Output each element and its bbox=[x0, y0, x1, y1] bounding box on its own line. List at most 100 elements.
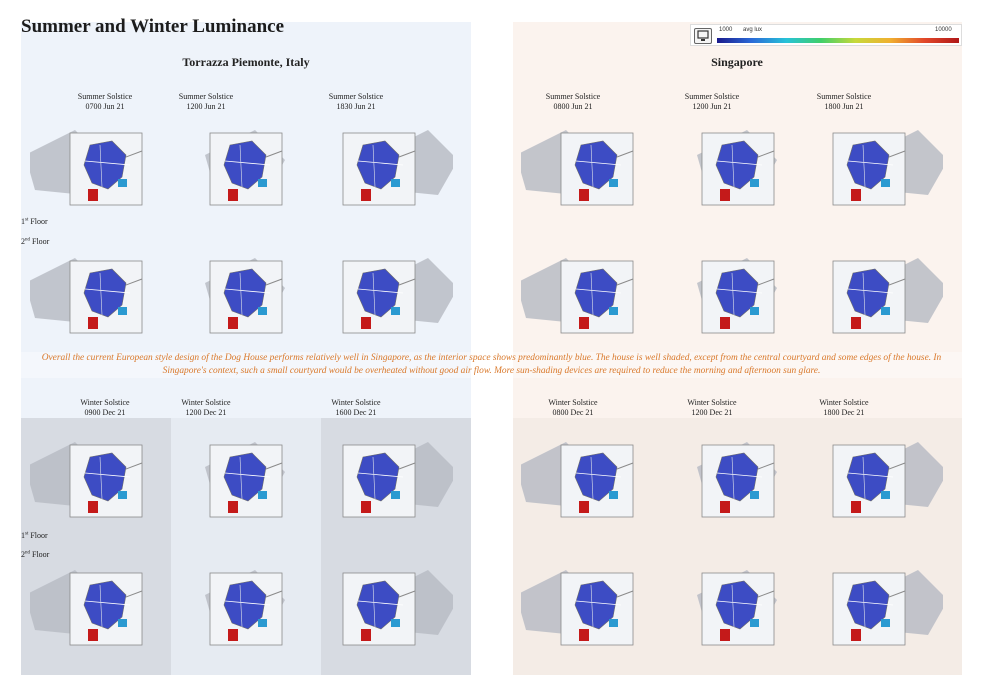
hot-patch bbox=[228, 501, 238, 513]
luminance-plan bbox=[30, 130, 143, 206]
warm-patch bbox=[118, 307, 127, 315]
floor-label-2: 2nd Floor bbox=[21, 550, 50, 559]
hot-patch bbox=[88, 629, 98, 641]
hot-patch bbox=[851, 317, 861, 329]
caption-time: 1830 Jun 21 bbox=[336, 102, 376, 111]
plan-interior bbox=[715, 140, 759, 190]
hot-patch bbox=[228, 629, 238, 641]
plan-interior bbox=[223, 580, 267, 630]
hot-patch bbox=[88, 317, 98, 329]
luminance-plan bbox=[697, 258, 777, 334]
plan-interior bbox=[574, 268, 618, 318]
plan-interior bbox=[846, 140, 890, 190]
plan-caption: Summer Solstice 1200 Jun 21 bbox=[146, 92, 266, 112]
plan-interior bbox=[356, 452, 400, 502]
hot-patch bbox=[361, 629, 371, 641]
plan-interior bbox=[715, 452, 759, 502]
caption-time: 1600 Dec 21 bbox=[335, 408, 377, 417]
hot-patch bbox=[851, 501, 861, 513]
plan-interior bbox=[574, 140, 618, 190]
plan-caption: Winter Solstice 1200 Dec 21 bbox=[146, 398, 266, 418]
warm-patch bbox=[118, 491, 127, 499]
plan-caption: Summer Solstice 1830 Jun 21 bbox=[296, 92, 416, 112]
luminance-plan bbox=[30, 442, 143, 518]
plan-interior bbox=[223, 140, 267, 190]
warm-patch bbox=[258, 179, 267, 187]
hot-patch bbox=[720, 501, 730, 513]
luminance-plan bbox=[832, 570, 943, 646]
plan-interior bbox=[846, 580, 890, 630]
plan-interior bbox=[715, 268, 759, 318]
caption-time: 1800 Dec 21 bbox=[823, 408, 865, 417]
warm-patch bbox=[118, 619, 127, 627]
warm-patch bbox=[881, 491, 890, 499]
luminance-plan bbox=[342, 130, 453, 206]
plan-interior bbox=[846, 452, 890, 502]
hot-patch bbox=[228, 317, 238, 329]
plan-caption: Winter Solstice 0800 Dec 21 bbox=[513, 398, 633, 418]
caption-season: Summer Solstice bbox=[816, 92, 872, 101]
warm-patch bbox=[609, 307, 618, 315]
plan-interior bbox=[83, 268, 127, 318]
warm-patch bbox=[391, 491, 400, 499]
luminance-plan bbox=[30, 258, 143, 334]
hot-patch bbox=[88, 501, 98, 513]
legend-metric: avg lux bbox=[743, 27, 763, 33]
warm-patch bbox=[609, 179, 618, 187]
warm-patch bbox=[391, 307, 400, 315]
plan-interior bbox=[356, 268, 400, 318]
hot-patch bbox=[361, 317, 371, 329]
plan-caption: Winter Solstice 1800 Dec 21 bbox=[784, 398, 904, 418]
plan-caption: Winter Solstice 1200 Dec 21 bbox=[652, 398, 772, 418]
warm-patch bbox=[881, 307, 890, 315]
caption-season: Winter Solstice bbox=[819, 398, 869, 407]
plan-caption: Summer Solstice 0800 Jun 21 bbox=[513, 92, 633, 112]
hot-patch bbox=[851, 629, 861, 641]
luminance-plan bbox=[205, 570, 285, 646]
legend-gradient bbox=[717, 38, 959, 43]
plan-interior bbox=[83, 140, 127, 190]
caption-time: 1200 Jun 21 bbox=[692, 102, 732, 111]
caption-time: 0900 Dec 21 bbox=[84, 408, 126, 417]
caption-season: Winter Solstice bbox=[80, 398, 130, 407]
caption-season: Summer Solstice bbox=[178, 92, 234, 101]
hot-patch bbox=[579, 189, 589, 201]
plan-interior bbox=[356, 580, 400, 630]
plan-interior bbox=[715, 580, 759, 630]
floor-label-1: 1st Floor bbox=[21, 217, 48, 226]
plan-interior bbox=[83, 580, 127, 630]
luminance-plan bbox=[521, 570, 634, 646]
warm-patch bbox=[258, 307, 267, 315]
warm-patch bbox=[750, 491, 759, 499]
caption-season: Winter Solstice bbox=[548, 398, 598, 407]
plan-caption: Summer Solstice 1800 Jun 21 bbox=[784, 92, 904, 112]
luminance-plan bbox=[521, 130, 634, 206]
warm-patch bbox=[391, 619, 400, 627]
hot-patch bbox=[579, 629, 589, 641]
plan-interior bbox=[223, 452, 267, 502]
luminance-plan bbox=[832, 258, 943, 334]
plan-caption: Winter Solstice 0900 Dec 21 bbox=[45, 398, 165, 418]
location-italy: Torrazza Piemonte, Italy bbox=[182, 55, 310, 69]
luminance-plan bbox=[521, 258, 634, 334]
hot-patch bbox=[720, 629, 730, 641]
page-title: Summer and Winter Luminance bbox=[21, 16, 285, 37]
warm-patch bbox=[881, 179, 890, 187]
legend-min: 1000 bbox=[719, 27, 733, 33]
caption-time: 1200 Dec 21 bbox=[185, 408, 227, 417]
plan-interior bbox=[574, 580, 618, 630]
caption-season: Summer Solstice bbox=[77, 92, 133, 101]
monitor-icon[interactable] bbox=[694, 28, 712, 44]
luminance-plan bbox=[30, 570, 143, 646]
floor-label-2: 2nd Floor bbox=[21, 237, 50, 246]
luminance-plan bbox=[205, 442, 285, 518]
caption-season: Summer Solstice bbox=[328, 92, 384, 101]
hot-patch bbox=[720, 317, 730, 329]
warm-patch bbox=[391, 179, 400, 187]
lux-legend: 1000 avg lux 10000 bbox=[690, 24, 962, 46]
warm-patch bbox=[258, 491, 267, 499]
warm-patch bbox=[609, 491, 618, 499]
luminance-plan bbox=[832, 442, 943, 518]
plan-interior bbox=[846, 268, 890, 318]
hot-patch bbox=[361, 189, 371, 201]
